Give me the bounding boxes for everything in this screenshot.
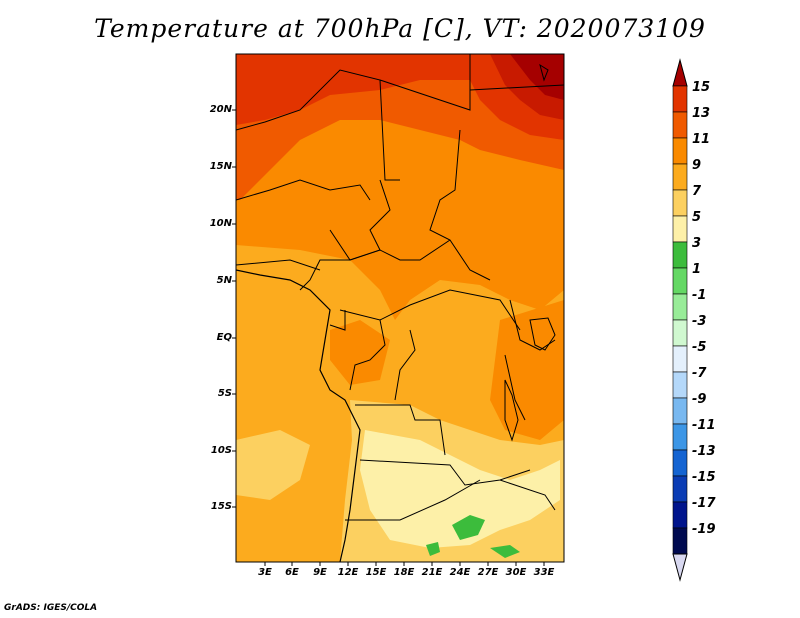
colorbar-arrow-bottom [672,553,688,582]
lon-label-15e: 15E [365,567,387,578]
colorbar-label-neg5: -5 [692,340,707,355]
colorbar-label-3: 3 [692,236,702,251]
region-3-5 [360,430,560,548]
colorbar-swatch-pale-yellow [672,215,688,243]
region-gt15-b [510,54,564,100]
lake-victoria [529,317,556,351]
lon-label-9e: 9E [313,567,327,578]
colorbar-swatch-very-dark-navy [672,527,688,555]
region-1-3-patch-1 [452,515,485,540]
colorbar-label-13: 13 [692,106,711,121]
colorbar-label-neg17: -17 [692,496,716,511]
lon-label-21e: 21E [421,567,443,578]
lat-label-eq: EQ [216,332,232,343]
colorbar-swatch-pale-blue [672,371,688,399]
colorbar-swatch-very-pale-blue [672,345,688,373]
lon-label-12e: 12E [337,567,359,578]
region-1-3-patch-2 [490,545,520,558]
lon-label-3e: 3E [258,567,272,578]
region-1-3-patch-3 [426,542,440,556]
colorbar-swatch-yellow-orange [672,189,688,217]
colorbar-swatch-dark-blue [672,475,688,503]
colorbar-label-neg19: -19 [692,522,716,537]
region-13-15-northwest [236,54,470,125]
colorbar-swatch-navy [672,501,688,529]
lon-label-33e: 33E [533,567,555,578]
colorbar-label-5: 5 [692,210,702,225]
colorbar-swatch-light-orange [672,163,688,191]
lake-tanganyika [504,379,519,442]
lake-nasser [539,63,549,82]
colorbar-label-neg11: -11 [692,418,716,433]
lat-label-10s: 10S [210,445,232,456]
colorbar-arrow-top [672,58,688,87]
colorbar [672,58,688,582]
grads-credit: GrADS: IGES/COLA [4,603,98,613]
colorbar-swatch-green [672,241,688,269]
lat-label-15s: 15S [210,501,232,512]
region-5-7-west [236,430,310,500]
lat-label-20n: 20N [209,104,232,115]
region-9-11-east [490,300,564,440]
colorbar-label-7: 7 [692,184,702,199]
map-title: Temperature at 700hPa [C], VT: 202007310… [94,14,706,43]
colorbar-swatch-pale-green [672,293,688,321]
coastline [236,269,361,562]
colorbar-label-1: 1 [692,262,702,277]
colorbar-swatch-blue [672,423,688,451]
lon-label-18e: 18E [393,567,415,578]
lat-label-15n: 15N [209,161,232,172]
colorbar-label-neg15: -15 [692,470,716,485]
colorbar-label-neg3: -3 [692,314,707,329]
colorbar-swatch-light-blue [672,397,688,425]
colorbar-label-neg9: -9 [692,392,707,407]
colorbar-swatch-light-green [672,267,688,295]
colorbar-label-11: 11 [692,132,711,147]
colorbar-swatch-orange-red [672,111,688,139]
colorbar-label-neg13: -13 [692,444,716,459]
colorbar-label-15: 15 [692,80,711,95]
temperature-field [236,54,564,562]
lon-label-6e: 6E [285,567,299,578]
country-borders [236,54,564,521]
lat-label-10n: 10N [209,218,232,229]
colorbar-swatch-red-orange [672,85,688,113]
colorbar-label-neg7: -7 [692,366,707,381]
lon-label-30e: 30E [505,567,527,578]
colorbar-swatch-orange [672,137,688,165]
axis-ticks [232,109,545,566]
colorbar-label-neg1: -1 [692,288,707,303]
map-frame [235,53,565,563]
lat-label-5s: 5S [217,388,232,399]
lon-label-27e: 27E [477,567,499,578]
colorbar-swatch-very-pale-green [672,319,688,347]
colorbar-swatch-medium-blue [672,449,688,477]
colorbar-label-9: 9 [692,158,702,173]
region-9-11-congo [330,320,390,385]
lat-label-5n: 5N [216,275,232,286]
lon-label-24e: 24E [449,567,471,578]
